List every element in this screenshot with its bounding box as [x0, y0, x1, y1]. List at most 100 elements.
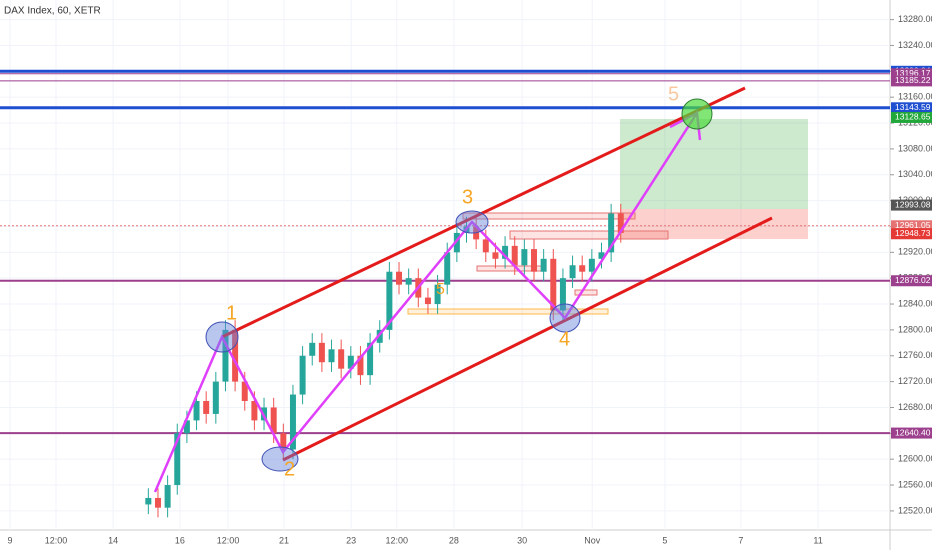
candle-body — [579, 265, 586, 272]
price-label: 13185.22 — [895, 75, 931, 85]
candle-body — [492, 252, 499, 259]
candle-body — [347, 355, 354, 369]
candle-body — [521, 249, 528, 266]
y-tick-label: 13240.00 — [898, 40, 932, 50]
price-label-bg — [891, 275, 932, 287]
y-tick-label: 12920.00 — [898, 247, 932, 257]
y-tick-label: 13080.00 — [898, 143, 932, 153]
price-label: 13143.59 — [895, 102, 931, 112]
pivot — [549, 303, 581, 333]
x-tick-label: 14 — [108, 535, 118, 545]
price-label: 12876.02 — [895, 275, 931, 285]
candle-body — [212, 381, 219, 414]
pivot — [455, 210, 489, 234]
zone — [509, 230, 669, 240]
candle-body — [617, 213, 624, 233]
x-tick-label: 7 — [738, 535, 743, 545]
candle-body — [193, 401, 200, 421]
candle-body — [289, 394, 296, 450]
price-label: 12993.08 — [895, 199, 931, 209]
candle-body — [251, 401, 258, 421]
price-label-bg — [891, 427, 932, 439]
pivot — [261, 446, 299, 472]
price-label-bg — [891, 199, 932, 211]
candle-body — [396, 271, 403, 285]
target — [681, 98, 713, 130]
pivots — [205, 210, 581, 472]
candle-body — [280, 433, 287, 450]
y-tick-label: 12840.00 — [898, 298, 932, 308]
candle-body — [357, 355, 364, 376]
candle-body — [174, 433, 181, 486]
price-label-bg — [891, 111, 932, 123]
channel-lower — [282, 216, 773, 462]
candle-body — [164, 485, 171, 508]
channel — [221, 86, 773, 462]
candle-body — [338, 349, 345, 369]
chart-title: DAX Index, 60, XETR — [4, 6, 101, 17]
candle-body — [453, 232, 460, 253]
candle-body — [145, 497, 152, 505]
pivot — [205, 321, 239, 353]
y-tick-label: 13280.00 — [898, 14, 932, 24]
wave-label: 1 — [226, 302, 237, 324]
candle-body — [299, 355, 306, 395]
y-tick-label: 12800.00 — [898, 324, 932, 334]
x-tick-label: 30 — [517, 535, 527, 545]
price-label: 13128.65 — [895, 112, 931, 122]
candle-body — [405, 278, 412, 285]
candle-body — [540, 258, 547, 272]
y-tick-label: 12520.00 — [898, 505, 932, 515]
price-label: 12948.73 — [895, 228, 931, 238]
candle-body — [598, 252, 605, 259]
price-label-bg — [891, 228, 932, 240]
wave-label: 2 — [284, 458, 295, 480]
x-tick-label: 9 — [8, 535, 13, 545]
zones — [462, 212, 669, 296]
candle-body — [232, 329, 239, 382]
x-tick-label: 16 — [175, 535, 185, 545]
candle-body — [183, 420, 190, 434]
candle-body — [444, 252, 451, 285]
wave-label: 5 — [436, 281, 445, 298]
wave-label: 5 — [668, 83, 679, 105]
candle-body — [318, 342, 325, 363]
wave-label: 3 — [462, 186, 473, 208]
x-tick-label: 28 — [449, 535, 459, 545]
candle-body — [270, 407, 277, 434]
candle-body — [367, 342, 374, 376]
x-tick-label: 21 — [279, 535, 289, 545]
candle-body — [309, 342, 316, 356]
candle-body — [550, 258, 557, 311]
wave-labels: 1 2 3 4 5 5 — [226, 83, 679, 480]
candle-body — [328, 349, 335, 363]
loss-zone — [620, 209, 808, 239]
zone — [462, 212, 636, 220]
x-tick-label: 23 — [346, 535, 356, 545]
price-label-bg — [891, 68, 932, 80]
x-tick-label: 11 — [813, 535, 822, 545]
candle-body — [222, 329, 229, 382]
x-tick-label: 5 — [662, 535, 667, 545]
price-label-bg — [891, 220, 932, 232]
candle-body — [502, 245, 509, 259]
y-tick-label: 12720.00 — [898, 376, 932, 386]
y-tick-label: 12680.00 — [898, 402, 932, 412]
candle-body — [154, 497, 161, 508]
price-label-bg — [891, 102, 932, 114]
x-tick-label: 12:00 — [386, 535, 409, 545]
candle-body — [434, 284, 441, 305]
price-label: 12640.40 — [895, 427, 931, 437]
candle-body — [376, 329, 383, 343]
candle-body — [531, 249, 537, 272]
y-tick-label: 12600.00 — [898, 454, 932, 464]
zone — [574, 289, 598, 296]
y-tick-label: 13040.00 — [898, 169, 932, 179]
x-tick-label: 12:00 — [217, 535, 240, 545]
y-tick-label: 13160.00 — [898, 92, 932, 102]
price-label-bg — [891, 75, 932, 87]
wave-label: 4 — [559, 328, 570, 350]
candle-body — [608, 213, 615, 253]
